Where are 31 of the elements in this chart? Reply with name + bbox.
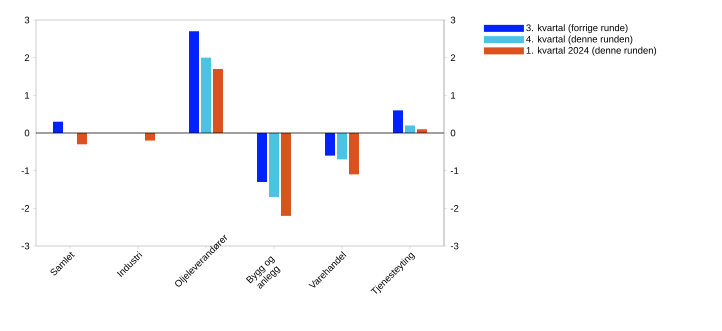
- y-tick-label: 3: [450, 16, 456, 24]
- y-tick-label: 0: [450, 130, 456, 136]
- bar: [405, 125, 416, 134]
- bar: [53, 122, 64, 134]
- bar: [201, 58, 212, 134]
- y-tick-label: -1: [450, 167, 458, 174]
- bar: [212, 68, 223, 134]
- bar: [393, 110, 404, 134]
- y2-tick-label: 3: [24, 16, 30, 24]
- legend-label: 1. kvartal 2024 (denne runden): [526, 46, 656, 56]
- y-tick-label: 2: [450, 54, 456, 61]
- bar: [325, 133, 336, 156]
- y2-tick-label: -3: [22, 242, 30, 250]
- y2-tick-label: 2: [24, 54, 30, 61]
- bar: [76, 133, 87, 144]
- bar: [189, 31, 200, 134]
- y2-tick-label: 1: [25, 92, 30, 99]
- y-tick-label: 1: [451, 92, 456, 99]
- legend-label: 4. kvartal (denne runden): [526, 35, 632, 44]
- bar: [257, 133, 268, 182]
- y2-tick-label: 0: [24, 130, 30, 136]
- y-tick-label: -2: [450, 205, 458, 212]
- y2-tick-label: -1: [22, 167, 30, 174]
- bar: [144, 133, 155, 141]
- bar: [348, 133, 359, 174]
- y2-tick-label: -2: [22, 205, 30, 212]
- bar: [337, 133, 348, 160]
- y-tick-label: -3: [450, 242, 458, 250]
- bar: [280, 133, 291, 216]
- bar: [269, 133, 280, 198]
- legend-label: 3. kvartal (forrige runde): [526, 24, 628, 34]
